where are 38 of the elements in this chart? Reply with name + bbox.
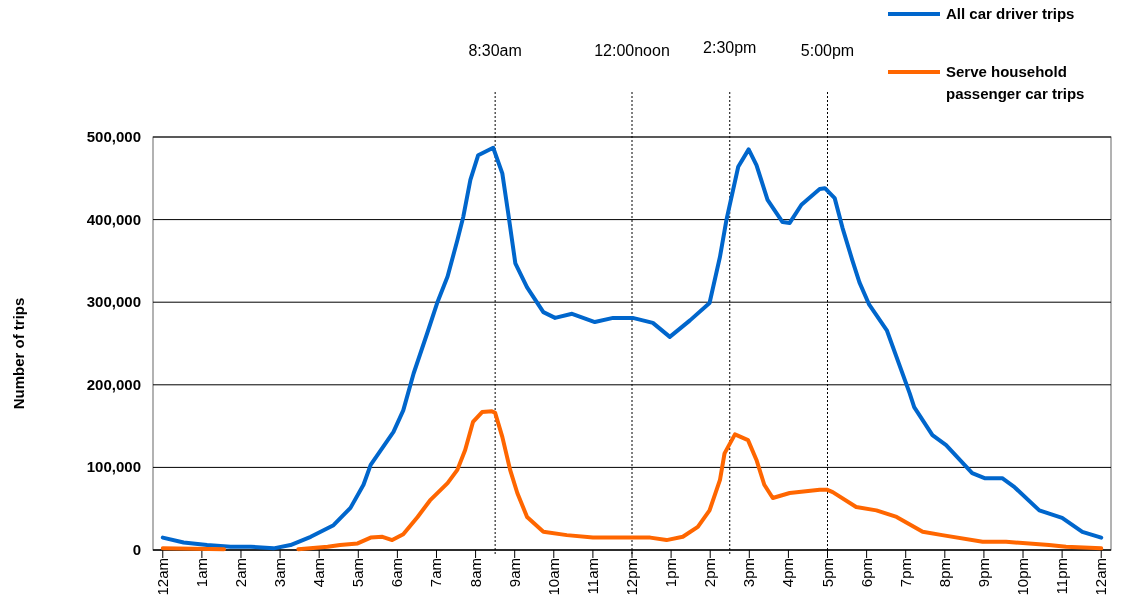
x-tick-label: 9am [505,558,523,588]
x-tick-label: 12pm [623,558,640,596]
x-tick-label: 6pm [857,558,875,588]
x-tick-label: 10am [544,558,562,596]
y-tick-label: 400,000 [86,210,141,228]
x-tick-label: 1pm [662,558,680,588]
legend-label: All car driver trips [946,5,1075,22]
y-tick-label: 100,000 [86,458,141,476]
x-tick-label: 6am [388,558,406,588]
x-tick-label: 11pm [1053,558,1071,595]
y-tick-label: 500,000 [86,128,141,145]
x-tick-label: 3pm [740,558,758,588]
legend-label: Serve household passenger car trips [946,63,1085,102]
ref-line-label: 12:00noon [594,42,670,59]
x-tick-label: 7am [427,558,445,588]
x-tick-label: 11am [583,558,601,595]
ref-line-label: 5:00pm [800,42,855,59]
x-tick-label: 2am [231,558,249,588]
x-tick-label: 3am [271,558,289,588]
x-tick-label: 4pm [779,558,797,588]
x-tick-label: 12am [153,558,171,596]
x-tick-label: 5am [349,558,367,588]
ref-line-label: 8:30am [468,42,522,59]
y-tick-label: 200,000 [86,375,141,393]
y-axis-title: Number of trips [10,297,27,410]
x-tick-label: 8pm [935,558,953,588]
x-tick-label: 7pm [896,558,914,588]
x-tick-label: 5pm [818,558,836,588]
y-tick-label: 0 [132,541,141,558]
x-tick-label: 12am [1092,558,1110,596]
ref-line-label: 2:30pm [703,39,757,56]
x-tick-label: 4am [310,558,328,588]
x-tick-label: 1am [192,558,210,588]
x-tick-label: 9pm [974,558,992,588]
y-tick-label: 300,000 [86,293,141,311]
x-tick-label: 10pm [1014,558,1032,596]
x-tick-label: 2pm [701,558,719,588]
x-tick-label: 8am [466,558,484,588]
